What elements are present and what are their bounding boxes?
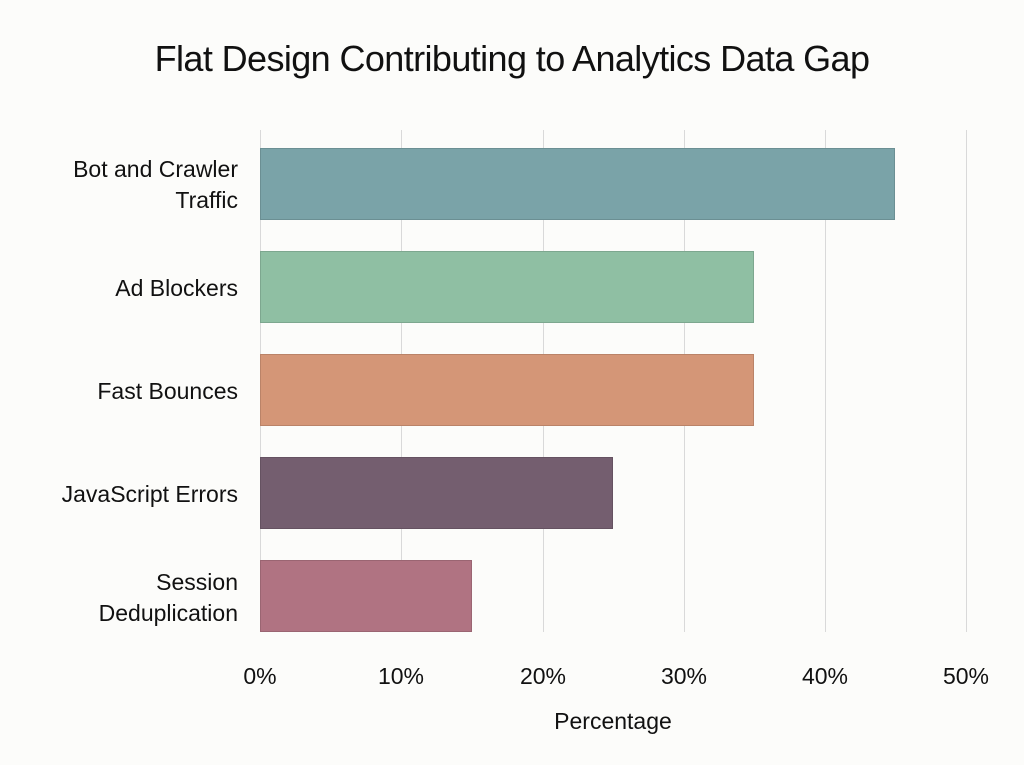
y-label-bot-and-crawler-traffic: Bot and Crawler Traffic <box>0 154 238 216</box>
y-label-line: Traffic <box>175 187 238 213</box>
y-label-fast-bounces: Fast Bounces <box>0 376 238 407</box>
y-label-session-deduplication: Session Deduplication <box>0 567 238 629</box>
bar-fast-bounces <box>260 354 755 426</box>
gridline-40 <box>825 130 826 632</box>
y-label-line: Deduplication <box>98 600 238 626</box>
gridline-50 <box>966 130 967 632</box>
bar-bot-and-crawler-traffic <box>260 148 896 220</box>
plot-area <box>260 130 967 632</box>
y-label-ad-blockers: Ad Blockers <box>0 273 238 304</box>
y-label-line: Bot and Crawler <box>73 156 238 182</box>
bar-ad-blockers <box>260 251 755 323</box>
x-tick-20: 20% <box>519 663 567 689</box>
bar-javascript-errors <box>260 457 613 529</box>
y-label-line: Ad Blockers <box>115 275 238 301</box>
y-label-line: Session <box>156 569 238 595</box>
y-label-javascript-errors: JavaScript Errors <box>0 479 238 510</box>
x-tick-30: 30% <box>660 663 708 689</box>
y-label-line: JavaScript Errors <box>61 481 238 507</box>
x-tick-10: 10% <box>377 663 425 689</box>
x-tick-0: 0% <box>243 663 277 689</box>
chart-title: Flat Design Contributing to Analytics Da… <box>154 38 870 79</box>
y-label-line: Fast Bounces <box>97 378 238 404</box>
x-tick-50: 50% <box>942 663 990 689</box>
x-axis-label: Percentage <box>554 708 672 734</box>
x-tick-40: 40% <box>801 663 849 689</box>
bar-session-deduplication <box>260 560 472 632</box>
